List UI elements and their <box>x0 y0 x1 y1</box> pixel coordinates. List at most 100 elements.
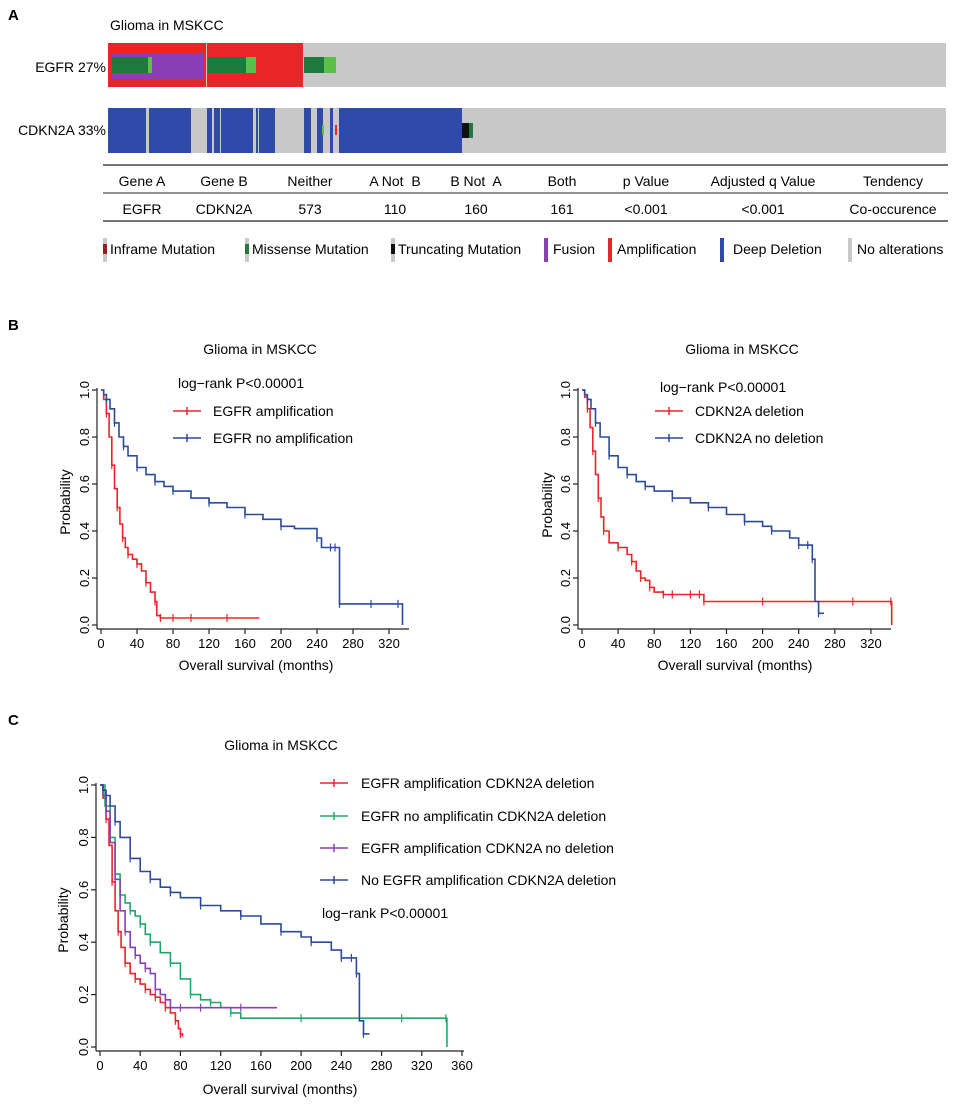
x-tick-label: 240 <box>788 636 810 651</box>
table-cell: Co-occurence <box>849 201 936 217</box>
egfr-track <box>108 43 946 87</box>
deep-deletion-block <box>317 108 323 153</box>
chart-title: Glioma in MSKCC <box>224 737 338 753</box>
y-axis-label: Probability <box>55 887 71 952</box>
x-axis-label: Overall survival (months) <box>658 657 813 673</box>
x-tick-label: 280 <box>342 636 364 651</box>
y-tick-label: 0.8 <box>76 828 91 846</box>
deep-deletion-block <box>339 108 462 153</box>
x-tick-label: 40 <box>130 636 144 651</box>
x-tick-label: 0 <box>578 636 585 651</box>
survival-curve-1 <box>100 784 184 1037</box>
table-cell: EGFR <box>123 201 162 217</box>
missense-block <box>469 123 473 138</box>
y-tick-label: 0.6 <box>76 881 91 899</box>
table-header: Gene A Gene B Neither A Not B B Not A Bo… <box>119 173 923 189</box>
survival-curve-3 <box>100 784 277 1009</box>
x-axis-label: Overall survival (months) <box>203 1081 358 1097</box>
legend-label-series-3: EGFR amplification CDKN2A no deletion <box>361 840 614 856</box>
y-tick-label: 0.4 <box>77 522 92 540</box>
y-axis-label: Probability <box>57 469 73 534</box>
y-tick-label: 0.0 <box>76 1038 91 1056</box>
legend-label-inframe: Inframe Mutation <box>110 241 215 257</box>
axes: 0 40 80 120 160 200 240 280 320 0.0 0.2 0.4 0.6 0.8 1.… <box>77 381 409 651</box>
missense-block <box>246 57 256 73</box>
y-tick-label: 0.4 <box>76 933 91 951</box>
legend-swatch-fusion <box>544 238 548 262</box>
x-tick-label: 120 <box>198 636 220 651</box>
table-header-cell: p Value <box>623 173 670 189</box>
table-header-cell: Gene A <box>119 173 166 189</box>
oncoprint: Glioma in MSKCC EGFR 27% CDKN2A 33% Gene… <box>18 17 948 262</box>
panel-letter-c: C <box>8 712 19 729</box>
legend-label-series-1: EGFR amplification CDKN2A deletion <box>361 775 594 791</box>
table-cell: <0.001 <box>624 201 667 217</box>
y-tick-label: 0.6 <box>77 475 92 493</box>
table-header-cell: Adjusted q Value <box>711 173 816 189</box>
x-tick-label: 320 <box>860 636 882 651</box>
panel-letter-b: B <box>8 317 19 334</box>
survival-curve-1 <box>582 389 893 625</box>
table-header-cell: Neither <box>287 173 332 189</box>
legend-swatch-missense <box>245 244 249 254</box>
missense-block <box>304 57 324 73</box>
x-tick-label: 80 <box>647 636 661 651</box>
survival-curve-1 <box>101 389 260 619</box>
legend-label-fusion: Fusion <box>553 241 595 257</box>
y-tick-label: 1.0 <box>76 776 91 794</box>
legend-label-missense: Missense Mutation <box>252 241 369 257</box>
missense-block <box>148 57 152 73</box>
legend-label-cdkn2a-nodel: CDKN2A no deletion <box>695 430 823 446</box>
x-tick-label: 280 <box>371 1058 393 1073</box>
table-cell: 110 <box>384 201 407 217</box>
table-header-cell: B Not A <box>450 173 502 189</box>
deep-deletion-block <box>259 108 275 153</box>
axes: 0 40 80 120 160 200 240 280 320 0.0 0.2 0.4 0.6 0.8 1.… <box>558 381 891 651</box>
x-axis-label: Overall survival (months) <box>179 657 334 673</box>
logrank-annotation: log−rank P<0.00001 <box>178 375 304 391</box>
oncoprint-title: Glioma in MSKCC <box>110 17 224 33</box>
x-tick-label: 120 <box>210 1058 232 1073</box>
x-tick-label: 160 <box>716 636 738 651</box>
table-cell: <0.001 <box>741 201 784 217</box>
y-tick-label: 0.2 <box>558 569 573 587</box>
survival-curve-2 <box>582 389 824 615</box>
table-row: EGFR CDKN2A 573 110 160 161 <0.001 <0.00… <box>123 201 937 217</box>
x-tick-label: 280 <box>824 636 846 651</box>
legend-label-series-4: No EGFR amplification CDKN2A deletion <box>361 872 616 888</box>
legend-label-deep-deletion: Deep Deletion <box>733 241 822 257</box>
x-tick-label: 40 <box>611 636 625 651</box>
alteration-legend: Inframe Mutation Missense Mutation Trunc… <box>103 238 943 262</box>
axes: 0 40 80 120 160 200 240 280 320 360 0.0 0.2 0.4 0.6 0.… <box>76 776 473 1073</box>
deep-deletion-block <box>207 108 212 153</box>
legend-label-egfr-amp: EGFR amplification <box>213 403 334 419</box>
x-tick-label: 0 <box>97 636 104 651</box>
x-tick-label: 200 <box>290 1058 312 1073</box>
x-tick-label: 0 <box>96 1058 103 1073</box>
cdkn2a-track <box>108 108 946 153</box>
legend-label-series-2: EGFR no amplificatin CDKN2A deletion <box>361 808 606 824</box>
x-tick-label: 80 <box>173 1058 187 1073</box>
y-tick-label: 0.0 <box>558 616 573 634</box>
x-tick-label: 200 <box>270 636 292 651</box>
x-tick-label: 320 <box>378 636 400 651</box>
x-tick-label: 160 <box>250 1058 272 1073</box>
x-tick-label: 160 <box>234 636 256 651</box>
deep-deletion-block <box>214 108 220 153</box>
deep-deletion-block <box>108 108 146 153</box>
x-tick-label: 240 <box>306 636 328 651</box>
km-chart-combined: Glioma in MSKCC EGFR amplification CDKN2… <box>55 737 616 1097</box>
deep-deletion-block <box>304 108 311 153</box>
legend-swatch-amplification <box>608 238 612 262</box>
y-tick-label: 0.6 <box>558 475 573 493</box>
y-tick-label: 0.2 <box>77 569 92 587</box>
gene-label-egfr: EGFR 27% <box>35 59 106 75</box>
x-tick-label: 240 <box>330 1058 352 1073</box>
x-tick-label: 320 <box>411 1058 433 1073</box>
y-tick-label: 1.0 <box>77 381 92 399</box>
missense-block <box>208 57 246 73</box>
chart-title: Glioma in MSKCC <box>685 341 799 357</box>
table-header-cell: Both <box>548 173 577 189</box>
legend-label-amplification: Amplification <box>617 241 696 257</box>
x-tick-label: 40 <box>133 1058 147 1073</box>
